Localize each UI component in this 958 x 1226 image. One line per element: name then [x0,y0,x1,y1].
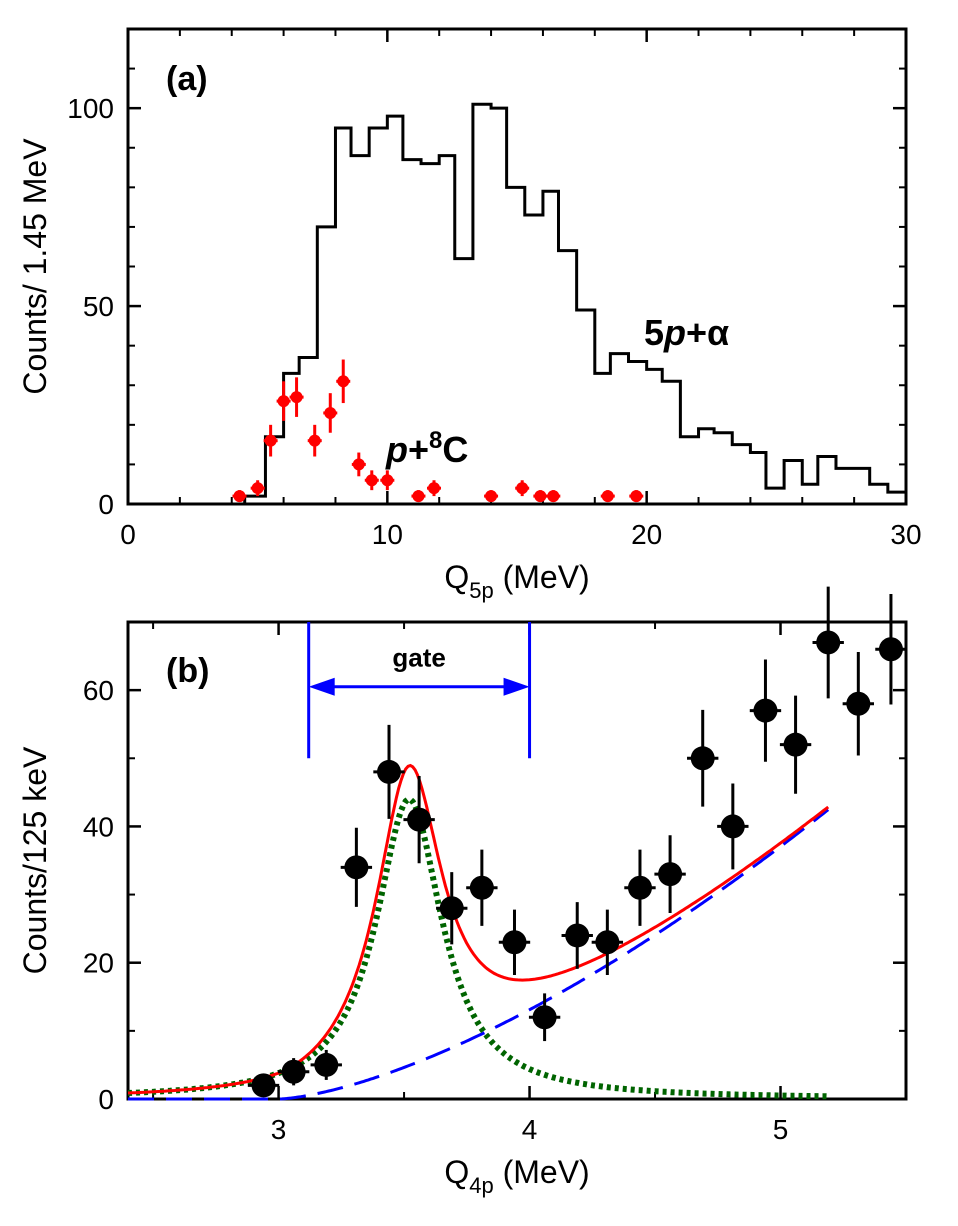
data-point-p8c [308,434,321,447]
data-point-p8c [428,482,441,495]
data-point-p8c [601,490,614,503]
data-point-p8c [381,474,394,487]
x-tick-label: 30 [890,519,921,550]
y-tick-label: 20 [83,948,114,979]
data-point [720,814,745,839]
data-point [439,896,464,921]
gate-arrow-right-head [503,677,530,696]
data-point [251,1073,276,1098]
data-point-p8c [412,490,425,503]
data-point [502,930,527,955]
x-tick-label: 3 [271,1114,287,1145]
annotation-5p-alpha: 5p+α [644,312,729,353]
plot-frame [126,27,908,506]
x-tick-label: 0 [120,519,136,550]
plot-frame [126,620,908,1101]
gate-arrow-left-head [308,677,335,696]
data-point-p8c [277,395,290,408]
panel-a: 0 10 20 30 0 50 100 5p+α p+8C (a) Q5p (MeV) Counts/… [17,27,922,603]
panel-b: 3 4 5 0 20 40 60 gate (b) Q4p (MeV) Counts/125 keV [17,586,908,1198]
data-point-p8c [534,490,547,503]
data-point [281,1059,306,1084]
data-point [565,923,590,948]
data-point-p8c [630,490,643,503]
panel-label-b: (b) [166,652,209,690]
annotation-p8c: p+8C [385,427,468,470]
data-point-p8c [365,474,378,487]
y-tick-label: 0 [98,489,114,520]
data-point [658,862,683,887]
y-axis-title: Counts/ 1.45 MeV [17,138,53,395]
x-axis-title: Q4p (MeV) [444,1154,589,1198]
x-tick-label: 10 [372,519,403,550]
data-point-p8c [337,375,350,388]
data-point-p8c [290,391,303,404]
x-tick-label: 20 [631,519,662,550]
data-point [783,732,808,757]
y-tick-label: 50 [83,291,114,322]
data-point [407,807,432,832]
y-tick-label: 100 [67,93,114,124]
x-tick-label: 4 [522,1114,538,1145]
data-point [532,1005,557,1030]
y-tick-label: 60 [83,675,114,706]
y-tick-label: 0 [98,1084,114,1115]
data-point [627,875,652,900]
data-point [690,746,715,771]
curve-background [128,808,830,1101]
data-point-p8c [547,490,560,503]
gate-label: gate [392,643,445,673]
data-point-p8c [516,482,529,495]
data-point [816,630,841,655]
y-tick-label: 40 [83,811,114,842]
data-point-p8c [324,406,337,419]
data-point [344,855,369,880]
data-point [846,691,871,716]
data-point [314,1052,339,1077]
y-axis-title: Counts/125 keV [17,746,53,974]
data-point [377,759,402,784]
panel-label-a: (a) [166,60,208,98]
histogram-5p-alpha [128,102,908,506]
data-point-p8c [264,434,277,447]
data-point-p8c [485,490,498,503]
data-point [878,637,903,662]
data-point-p8c [251,482,264,495]
curve-peak [127,796,829,1100]
data-point-p8c [352,458,365,471]
data-point-p8c [233,490,246,503]
x-axis-title: Q5p (MeV) [444,559,589,603]
data-point [753,698,778,723]
data-point [469,875,494,900]
data-point [595,930,620,955]
curve-total [127,763,830,1095]
x-tick-label: 5 [773,1114,789,1145]
